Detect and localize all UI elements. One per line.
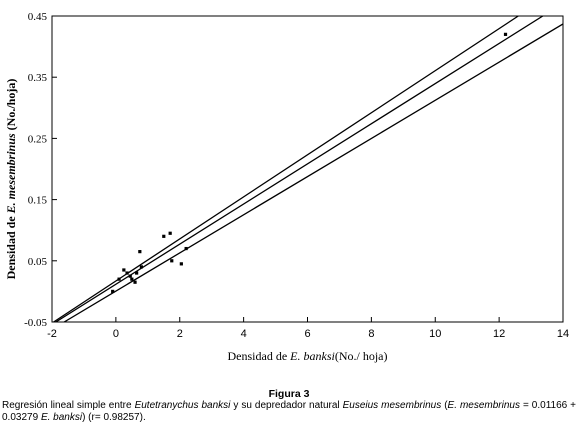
y-tick-label: 0.25: [28, 133, 48, 145]
y-tick-label: 0.45: [28, 11, 48, 23]
data-points: [111, 32, 508, 293]
regression-lines: [53, 16, 563, 322]
data-point: [133, 280, 137, 284]
data-point: [111, 289, 115, 293]
caption-title: Figura 3: [268, 388, 310, 400]
x-tick-label: 8: [368, 328, 374, 340]
regression-line: [55, 16, 544, 322]
y-tick-label: 0.05: [28, 256, 48, 268]
data-point: [168, 231, 172, 235]
data-point: [139, 265, 144, 269]
regression-chart: -2 0 2 4 6 8 10 12 14 -0.050.050.150.250.350.45 …: [4, 11, 569, 363]
x-axis-ticks: -2 0 2 4 6 8 10 12 14: [47, 317, 569, 340]
data-point: [122, 268, 126, 272]
data-point: [117, 277, 121, 281]
y-axis-label: Densidad de E. mesembrinus (No./hoja): [4, 79, 18, 280]
data-point: [503, 32, 508, 36]
x-tick-label: 0: [113, 328, 119, 340]
data-point: [162, 234, 166, 238]
confidence-band-upper: [53, 16, 519, 322]
figure-caption: Figura 3 Regresión lineal simple entre E…: [2, 388, 576, 424]
data-point: [128, 274, 132, 278]
data-point: [138, 250, 142, 254]
data-point: [125, 271, 129, 275]
data-point: [130, 277, 134, 281]
y-axis-ticks: -0.05 0.05 0.15 0.25 0.35 0.45: [24, 11, 57, 329]
data-point: [179, 262, 183, 266]
y-tick-label: -0.05: [24, 317, 47, 329]
x-tick-label: 6: [304, 328, 310, 340]
data-point: [135, 271, 139, 275]
x-tick-label: -2: [47, 328, 57, 340]
caption-text: Regresión lineal simple entre Eutetranyc…: [2, 400, 577, 423]
x-tick-label: 14: [557, 328, 569, 340]
data-point: [184, 246, 188, 251]
x-tick-label: 4: [241, 328, 247, 340]
confidence-band-lower: [63, 23, 563, 322]
x-tick-label: 2: [177, 328, 183, 340]
y-tick-label: 0.15: [28, 195, 48, 207]
x-tick-label: 12: [493, 328, 505, 340]
data-point: [170, 259, 174, 263]
y-tick-label: 0.35: [28, 72, 48, 84]
x-tick-label: 10: [429, 328, 441, 340]
x-axis-label: Densidad de E. banksi(No./ hoja): [228, 349, 388, 363]
